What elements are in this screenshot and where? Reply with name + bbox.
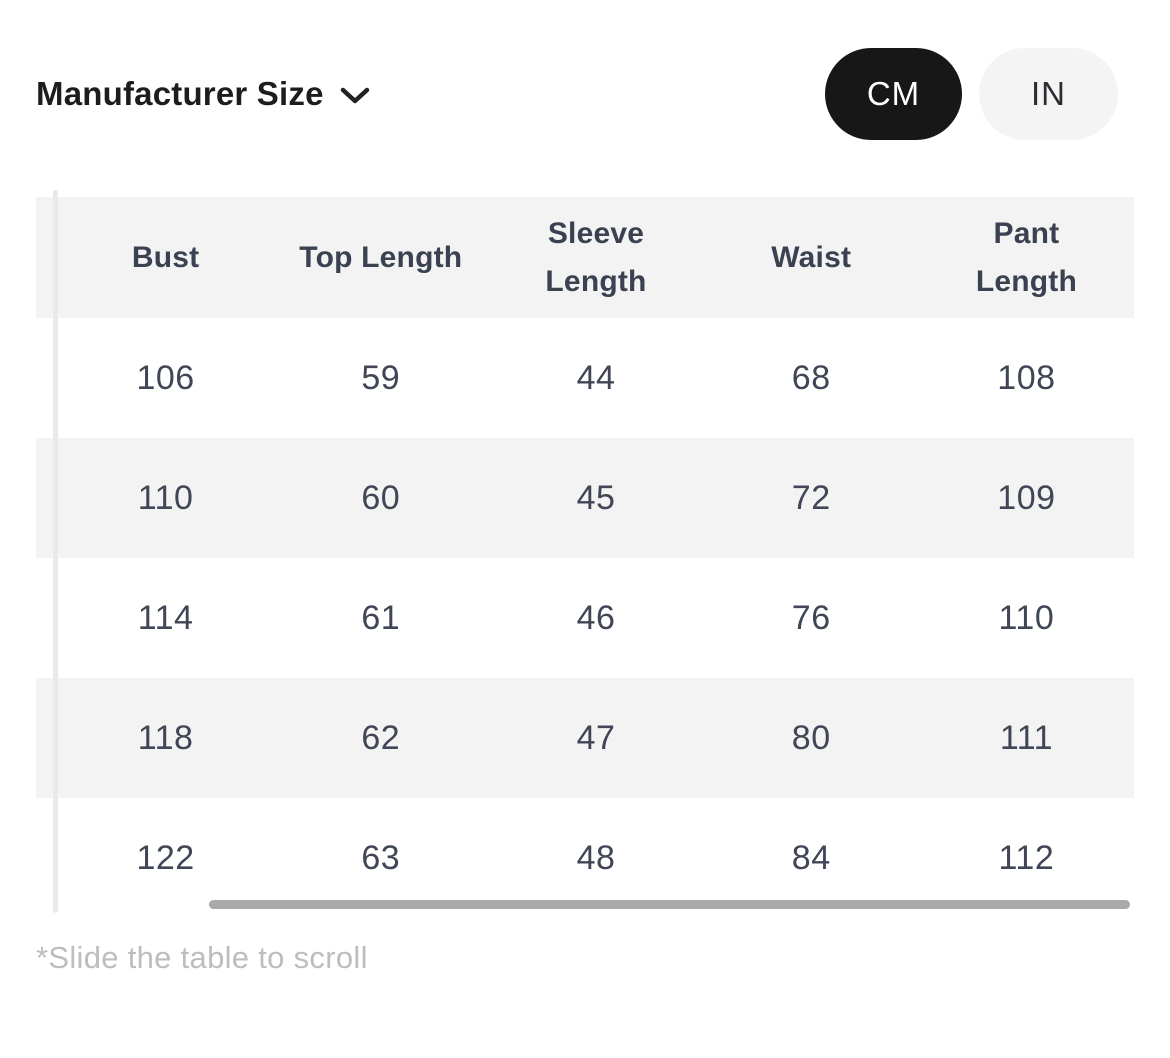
cell-waist: 84 bbox=[791, 838, 831, 877]
cell-waist: 68 bbox=[791, 358, 831, 397]
cell-bust: 106 bbox=[136, 358, 195, 397]
cell-pant-length: 109 bbox=[997, 478, 1056, 517]
table-row: 122 63 48 84 112 bbox=[36, 798, 1134, 918]
cell-pant-length: 111 bbox=[999, 718, 1053, 757]
manufacturer-size-dropdown[interactable]: Manufacturer Size bbox=[36, 75, 370, 113]
cell-sleeve-length: 46 bbox=[576, 598, 616, 637]
cell-waist: 76 bbox=[791, 598, 831, 637]
cell-bust: 114 bbox=[137, 598, 194, 637]
cell-sleeve-length: 48 bbox=[576, 838, 616, 877]
cell-waist: 72 bbox=[791, 478, 831, 517]
cm-toggle-button[interactable]: CM bbox=[825, 48, 962, 140]
table-row: 118 62 47 80 111 bbox=[36, 678, 1134, 798]
size-table[interactable]: Bust Top Length Sleeve Length Waist Pant… bbox=[36, 190, 1134, 918]
cell-top-length: 61 bbox=[361, 598, 401, 637]
table-left-scroll-track bbox=[53, 190, 58, 913]
cell-waist: 80 bbox=[791, 718, 831, 757]
table-row: 106 59 44 68 108 bbox=[36, 318, 1134, 438]
cell-sleeve-length: 47 bbox=[576, 718, 616, 757]
cell-bust: 110 bbox=[137, 478, 194, 517]
cell-bust: 118 bbox=[137, 718, 194, 757]
unit-toggle: CM IN bbox=[825, 48, 1118, 140]
page-title: Manufacturer Size bbox=[36, 75, 324, 112]
size-chart-header: Manufacturer Size CM IN bbox=[36, 48, 1134, 140]
in-toggle-button[interactable]: IN bbox=[979, 48, 1118, 140]
cell-pant-length: 112 bbox=[998, 838, 1055, 877]
cell-top-length: 59 bbox=[361, 358, 401, 397]
scroll-hint-note: *Slide the table to scroll bbox=[36, 940, 368, 975]
cell-pant-length: 108 bbox=[997, 358, 1056, 397]
horizontal-scrollbar-thumb[interactable] bbox=[209, 900, 1130, 909]
column-header-sleeve-length: Sleeve Length bbox=[545, 216, 647, 298]
cell-sleeve-length: 44 bbox=[576, 358, 616, 397]
cell-top-length: 60 bbox=[361, 478, 401, 517]
cell-sleeve-length: 45 bbox=[576, 478, 616, 517]
cell-top-length: 62 bbox=[361, 718, 401, 757]
column-header-bust: Bust bbox=[131, 240, 200, 274]
column-header-waist: Waist bbox=[771, 240, 852, 274]
cell-top-length: 63 bbox=[361, 838, 401, 877]
column-header-pant-length: Pant Length bbox=[975, 216, 1077, 298]
table-row: 114 61 46 76 110 bbox=[36, 558, 1134, 678]
table-row: 110 60 45 72 109 bbox=[36, 438, 1134, 558]
table-header-row: Bust Top Length Sleeve Length Waist Pant… bbox=[36, 197, 1134, 318]
cell-bust: 122 bbox=[136, 838, 195, 877]
column-header-top-length: Top Length bbox=[299, 240, 463, 274]
cell-pant-length: 110 bbox=[998, 598, 1055, 637]
chevron-down-icon bbox=[340, 86, 370, 106]
